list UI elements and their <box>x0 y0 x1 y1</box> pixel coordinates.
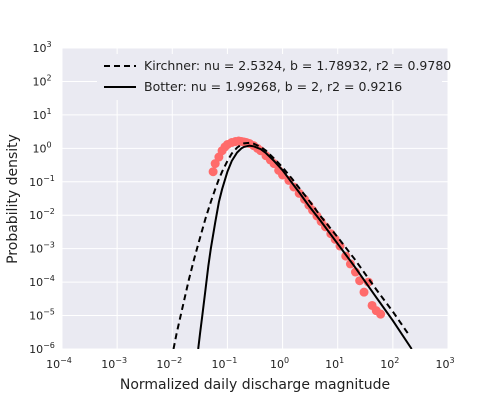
legend-frame <box>97 54 442 100</box>
x-tick-label: 10−1 <box>212 356 238 371</box>
kirchner-fit-line <box>172 141 411 349</box>
x-tick-label: 103 <box>435 356 454 371</box>
y-tick-label: 10−2 <box>29 207 55 222</box>
x-tick-label: 10−3 <box>101 356 127 371</box>
y-axis-label: Probability density <box>5 134 21 264</box>
observed-point <box>269 159 279 169</box>
botter-fit-line <box>197 144 413 349</box>
y-tick-labels: 10−6 10−5 10−4 10−3 10−2 10−1 100 101 102 103 <box>29 40 55 356</box>
observed-point <box>376 309 386 319</box>
y-tick-label: 10−4 <box>29 274 55 289</box>
y-tick-label: 100 <box>32 140 51 155</box>
x-tick-label: 10−2 <box>156 356 182 371</box>
legend: Kirchner: nu = 2.5324, b = 1.78932, r2 =… <box>97 54 451 100</box>
y-tick-label: 10−1 <box>29 174 55 189</box>
legend-label-kirchner: Kirchner: nu = 2.5324, b = 1.78932, r2 =… <box>144 58 451 73</box>
x-tick-label: 102 <box>380 356 399 371</box>
x-tick-label: 101 <box>325 356 344 371</box>
observed-point <box>210 159 220 169</box>
observed-point <box>359 287 369 297</box>
x-tick-label: 100 <box>270 356 289 371</box>
y-tick-label: 10−3 <box>29 241 55 256</box>
y-tick-label: 103 <box>32 40 51 55</box>
x-tick-labels: 10−4 10−3 10−2 10−1 100 101 102 103 <box>46 356 454 371</box>
y-tick-label: 10−5 <box>29 308 55 323</box>
y-tick-label: 101 <box>32 107 51 122</box>
series-layer <box>172 136 413 349</box>
observed-point <box>208 167 218 177</box>
x-axis-label: Normalized daily discharge magnitude <box>120 377 390 393</box>
y-tick-label: 102 <box>32 73 51 88</box>
observed-point <box>345 259 355 269</box>
legend-label-botter: Botter: nu = 1.99268, b = 2, r2 = 0.9216 <box>144 79 402 94</box>
x-tick-label: 10−4 <box>46 356 72 371</box>
y-tick-label: 10−6 <box>29 341 55 356</box>
